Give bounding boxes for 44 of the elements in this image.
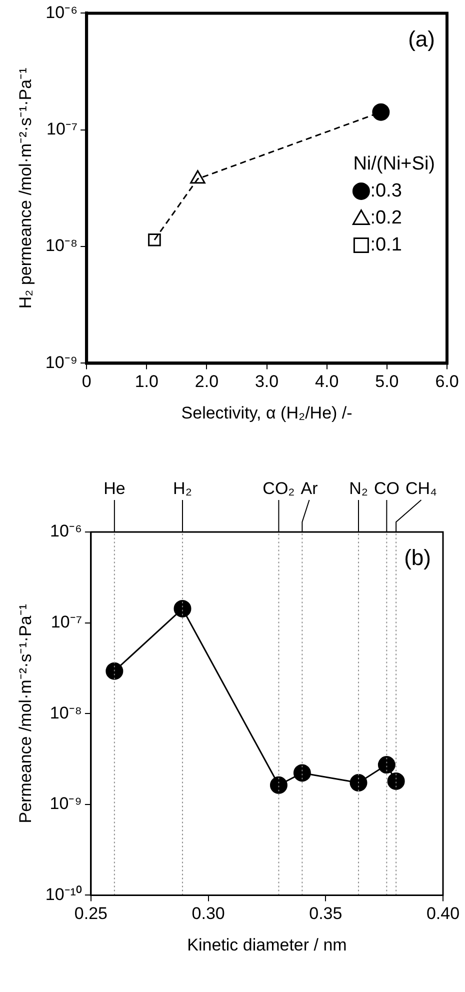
y-tick-label: 10⁻⁹ bbox=[50, 794, 82, 814]
x-tick-label: 0.35 bbox=[309, 904, 342, 924]
x-tick-label: 0.40 bbox=[426, 904, 460, 924]
annotation: (a) bbox=[408, 26, 435, 52]
legend-title: Ni/(Ni+Si) bbox=[353, 153, 436, 174]
x-axis-title: Selectivity, α (H₂/He) /- bbox=[181, 403, 352, 422]
x-axis-title: Kinetic diameter / nm bbox=[187, 935, 347, 954]
y-tick-label: 10⁻¹⁰ bbox=[45, 884, 82, 904]
ref-line-label: H₂ bbox=[173, 479, 192, 498]
y-tick-label: 10⁻⁹ bbox=[45, 352, 78, 372]
y-axis-title: H₂ permeance /mol·m⁻²·s⁻¹·Pa⁻¹ bbox=[16, 67, 35, 309]
x-tick-label: 4.0 bbox=[315, 372, 339, 392]
y-tick-label: 10⁻⁷ bbox=[50, 612, 82, 632]
x-tick-label: 6.0 bbox=[435, 372, 459, 392]
point bbox=[270, 776, 288, 794]
ref-line-label: CO bbox=[374, 479, 400, 498]
x-tick-label: 0 bbox=[82, 372, 92, 392]
legend-label: :0.3 bbox=[370, 180, 402, 202]
x-tick-label: 3.0 bbox=[254, 372, 279, 392]
ref-line-label: N₂ bbox=[349, 479, 368, 498]
point bbox=[350, 774, 368, 792]
y-tick-label: 10⁻⁷ bbox=[46, 120, 78, 139]
legend-label: :0.1 bbox=[370, 234, 402, 256]
ref-line-label: CO₂ bbox=[262, 479, 295, 498]
y-tick-label: 10⁻⁶ bbox=[46, 2, 78, 22]
x-tick-label: 2.0 bbox=[194, 372, 219, 392]
x-tick-label: 0.30 bbox=[192, 904, 225, 924]
y-axis-title: Permeance /mol·m⁻²·s⁻¹·Pa⁻¹ bbox=[16, 604, 35, 824]
point bbox=[174, 600, 192, 618]
x-tick-label: 1.0 bbox=[134, 372, 158, 392]
ref-line-label: He bbox=[104, 479, 126, 498]
point bbox=[378, 756, 396, 774]
y-tick-label: 10⁻⁸ bbox=[50, 703, 82, 722]
ref-line-label: CH₄ bbox=[405, 479, 438, 498]
legend-label: :0.2 bbox=[370, 207, 402, 228]
annotation: (b) bbox=[404, 545, 431, 570]
x-tick-label: 5.0 bbox=[375, 372, 399, 392]
x-tick-label: 0.25 bbox=[74, 904, 108, 924]
y-tick-label: 10⁻⁶ bbox=[50, 522, 82, 541]
ref-line-label: Ar bbox=[300, 479, 318, 498]
point bbox=[106, 662, 124, 680]
point bbox=[387, 772, 405, 790]
point bbox=[293, 764, 311, 782]
y-tick-label: 10⁻⁸ bbox=[45, 236, 78, 256]
